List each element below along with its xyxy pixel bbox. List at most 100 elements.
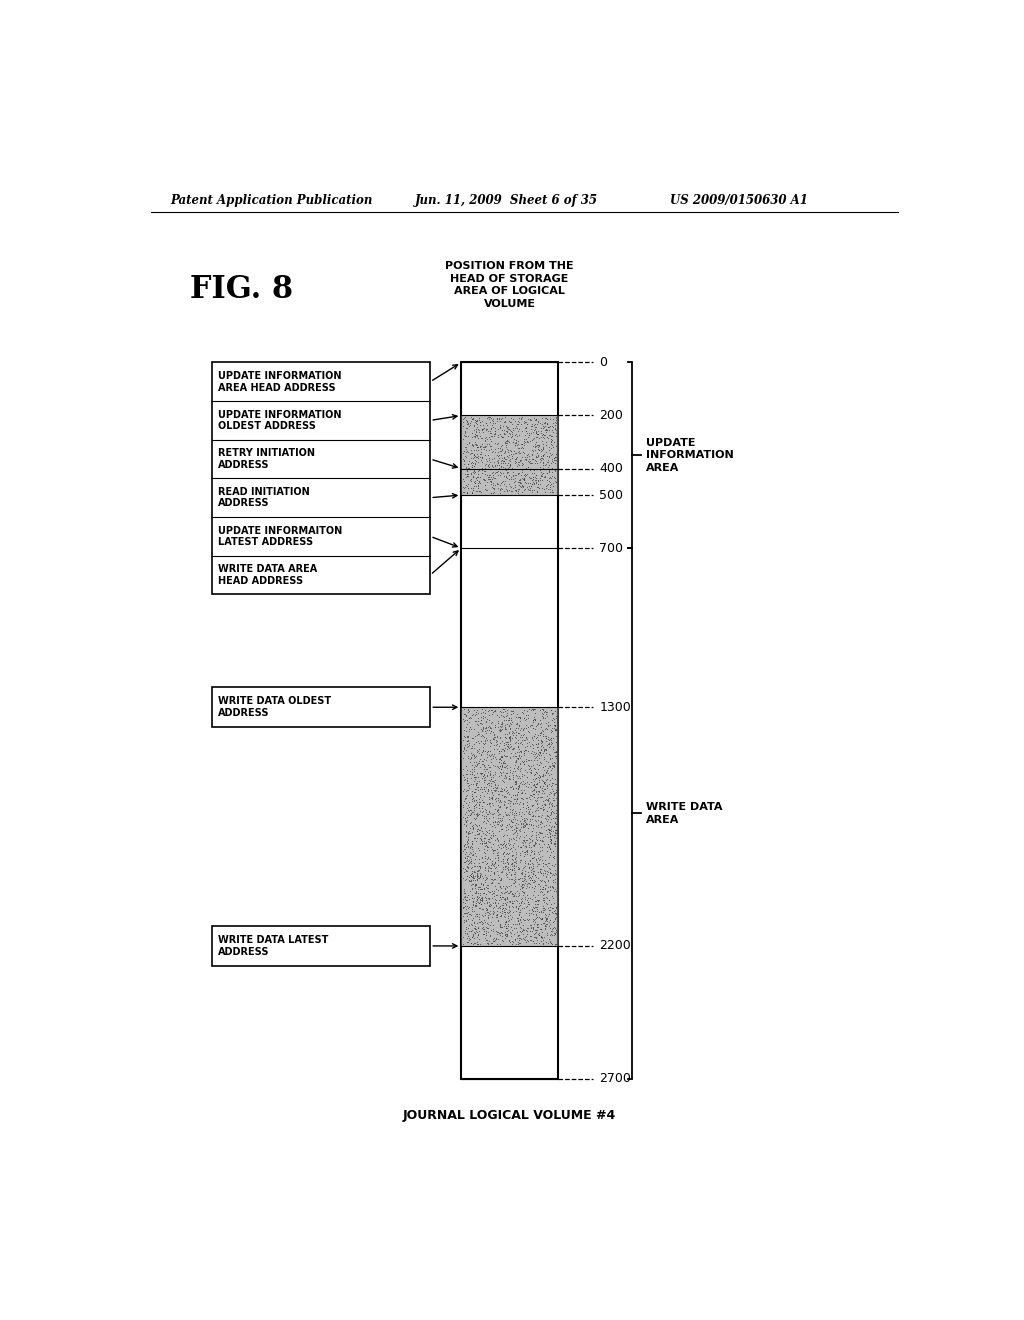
Point: [473, 750, 489, 771]
Point: [541, 461, 557, 482]
Point: [514, 863, 530, 884]
Point: [512, 741, 528, 762]
Point: [541, 915, 557, 936]
Point: [467, 426, 483, 447]
Point: [532, 875, 549, 896]
Point: [529, 890, 546, 911]
Point: [503, 810, 519, 832]
Point: [470, 824, 486, 845]
Point: [521, 915, 538, 936]
Point: [486, 755, 503, 776]
Point: [537, 741, 553, 762]
Point: [511, 408, 527, 429]
Point: [535, 454, 551, 475]
Point: [461, 822, 477, 843]
Point: [538, 908, 554, 929]
Point: [477, 458, 494, 479]
Point: [509, 783, 525, 804]
Point: [465, 774, 481, 795]
Point: [484, 834, 501, 855]
Point: [526, 463, 543, 484]
Point: [470, 883, 486, 904]
Point: [511, 878, 527, 899]
Point: [479, 766, 496, 787]
Point: [475, 791, 492, 812]
Point: [521, 422, 538, 444]
Point: [473, 451, 489, 473]
Point: [477, 824, 494, 845]
Point: [534, 779, 550, 800]
Point: [466, 781, 482, 803]
Point: [489, 738, 506, 759]
Point: [466, 767, 482, 788]
Point: [498, 911, 514, 932]
Point: [485, 457, 502, 478]
Point: [511, 909, 527, 931]
Point: [484, 748, 501, 770]
Point: [502, 891, 518, 912]
Point: [515, 742, 531, 763]
Point: [456, 791, 472, 812]
Point: [468, 895, 484, 916]
Point: [474, 904, 490, 925]
Point: [544, 479, 560, 500]
Point: [527, 436, 544, 457]
Point: [462, 838, 478, 859]
Point: [472, 779, 488, 800]
Point: [472, 828, 488, 849]
Point: [477, 824, 494, 845]
Point: [469, 888, 485, 909]
Point: [535, 447, 551, 469]
Point: [494, 713, 510, 734]
Point: [546, 783, 562, 804]
Point: [510, 737, 526, 758]
Point: [466, 748, 482, 770]
Point: [516, 741, 532, 762]
Point: [525, 884, 542, 906]
Point: [462, 470, 478, 491]
Point: [512, 792, 528, 813]
Point: [481, 858, 498, 879]
Point: [522, 763, 539, 784]
Point: [478, 418, 495, 440]
Point: [527, 822, 544, 843]
Point: [513, 473, 529, 494]
Point: [548, 907, 564, 928]
Point: [470, 892, 486, 913]
Point: [473, 873, 489, 894]
Point: [518, 704, 535, 725]
Point: [490, 812, 507, 833]
Point: [540, 417, 556, 438]
Point: [470, 418, 486, 440]
Point: [463, 913, 479, 935]
Point: [540, 809, 556, 830]
Point: [468, 467, 484, 488]
Point: [471, 855, 487, 876]
Point: [547, 836, 563, 857]
Point: [496, 902, 512, 923]
Point: [478, 717, 495, 738]
Point: [476, 805, 493, 826]
Point: [470, 741, 486, 762]
Point: [528, 727, 545, 748]
Point: [502, 734, 518, 755]
Point: [489, 854, 506, 875]
Point: [542, 843, 558, 865]
Point: [481, 420, 498, 441]
Point: [456, 450, 472, 471]
Point: [482, 471, 499, 492]
Point: [483, 871, 500, 892]
Point: [530, 781, 547, 803]
Point: [463, 875, 479, 896]
Point: [471, 853, 487, 874]
Point: [529, 854, 546, 875]
Point: [492, 789, 508, 810]
Point: [518, 795, 535, 816]
Point: [457, 768, 473, 789]
Point: [504, 739, 520, 760]
Point: [547, 412, 563, 433]
Point: [494, 741, 510, 762]
Point: [539, 768, 555, 789]
Point: [470, 814, 486, 836]
Point: [519, 818, 536, 840]
